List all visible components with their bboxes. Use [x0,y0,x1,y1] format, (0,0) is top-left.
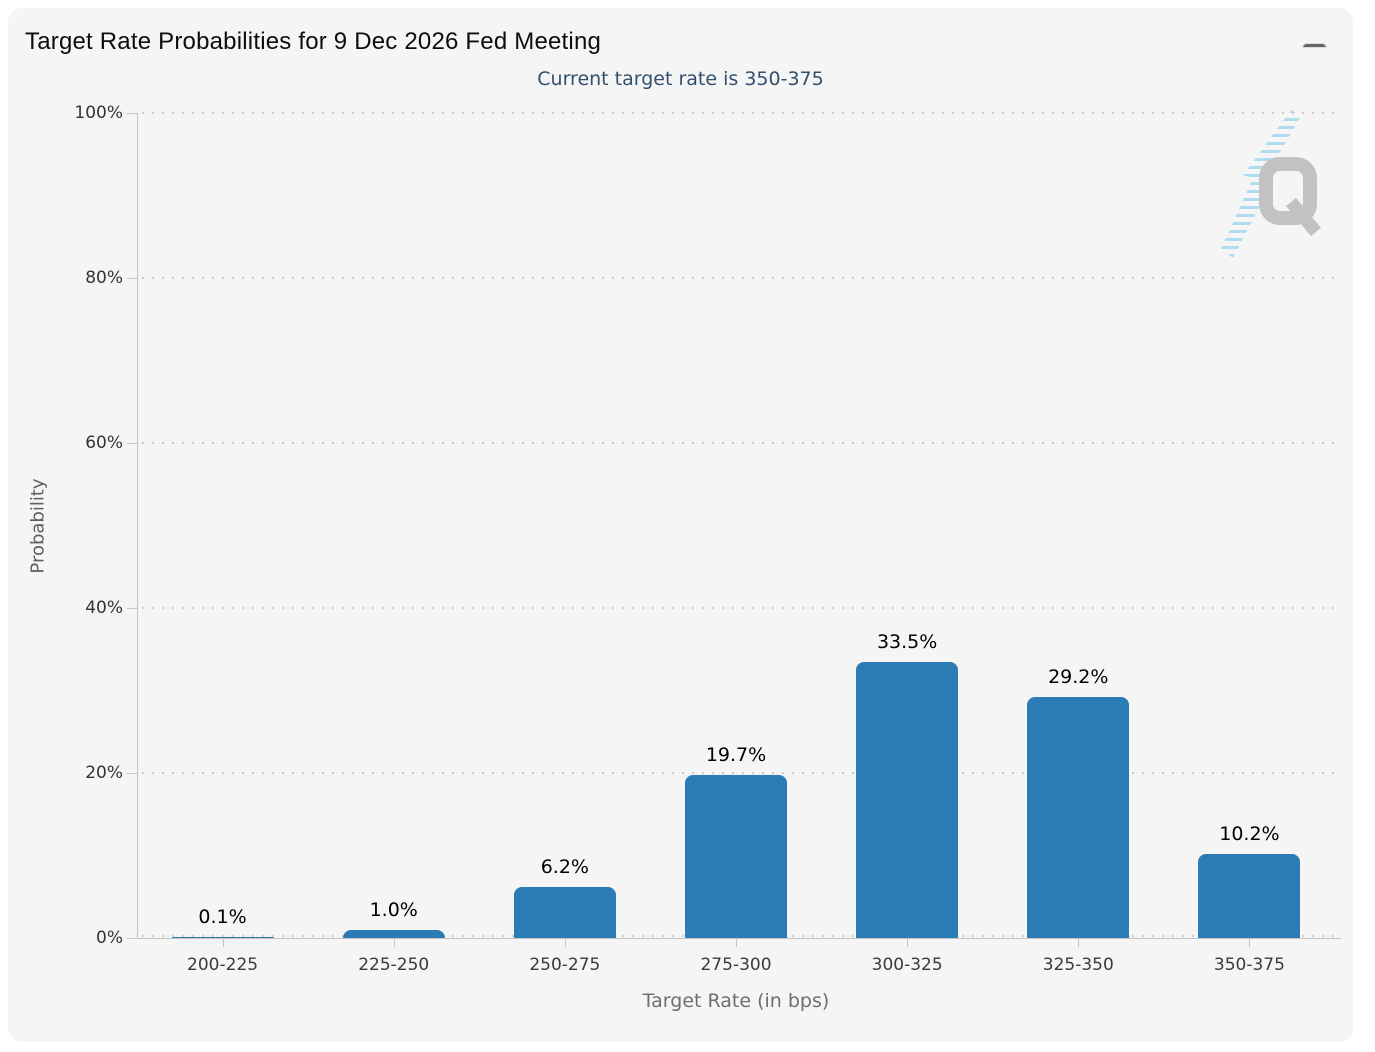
x-axis-label: 325-350 [1042,955,1114,975]
quikstrike-watermark [1213,110,1325,260]
x-axis-label: 250-275 [529,955,601,975]
x-axis-tick [1249,938,1251,947]
x-axis-tick [393,938,395,947]
gridline-80 [142,277,1335,279]
x-axis-tick [736,938,737,947]
bar-value-label: 33.5% [876,631,938,653]
y-axis-tick [127,608,137,609]
bar-value-label: 29.2% [1048,666,1109,688]
y-axis-tick [127,443,137,444]
x-axis-label: 300-325 [871,955,943,975]
gridline-40 [142,607,1335,609]
bar-325-350[interactable] [1027,697,1130,938]
y-axis-tick [127,278,137,279]
q-logo-icon [1259,157,1321,237]
y-axis-label: 20% [85,763,123,783]
x-axis-tick [1078,938,1080,947]
x-axis-tick [564,938,566,947]
bar-value-label: 10.2% [1219,823,1280,845]
x-axis-tick [222,938,224,947]
bar-350-375[interactable] [1198,854,1301,938]
x-axis-line [137,938,1341,939]
export-menu-button[interactable] [1298,29,1330,61]
y-axis-title: Probability [27,478,49,574]
y-axis-line [137,113,138,938]
chart-title: Target Rate Probabilities for 9 Dec 2026… [25,28,602,55]
y-axis-label: 40% [85,598,123,618]
y-axis-label: 100% [74,103,123,123]
chart-card: Target Rate Probabilities for 9 Dec 2026… [8,8,1353,1042]
y-axis-tick [127,938,137,939]
x-axis-label: 200-225 [187,955,259,975]
bar-250-275[interactable] [513,887,616,938]
bar-275-300[interactable] [685,775,787,938]
bar-200-225[interactable] [171,937,274,938]
bar-300-325[interactable] [856,662,959,938]
y-axis-label: 60% [85,433,123,453]
gridline-20 [142,772,1335,774]
bar-value-label: 0.1% [198,906,247,928]
x-axis-label: 275-300 [700,955,772,975]
bar-225-250[interactable] [342,930,445,938]
gridline-60 [142,442,1335,444]
x-axis-tick [907,938,909,947]
bar-value-label: 1.0% [369,899,418,921]
gridline-100 [142,112,1335,114]
y-axis-tick [127,773,137,774]
y-axis-label: 80% [85,268,123,288]
x-axis-title: Target Rate (in bps) [642,990,830,1012]
y-axis-label: 0% [96,928,123,948]
bar-value-label: 19.7% [705,744,767,766]
x-axis-label: 225-250 [358,955,430,975]
hamburger-icon [1301,42,1327,48]
x-axis-label: 350-375 [1213,955,1285,975]
chart-subtitle: Current target rate is 350-375 [537,68,824,90]
bar-value-label: 6.2% [540,856,589,878]
y-axis-tick [127,113,137,114]
